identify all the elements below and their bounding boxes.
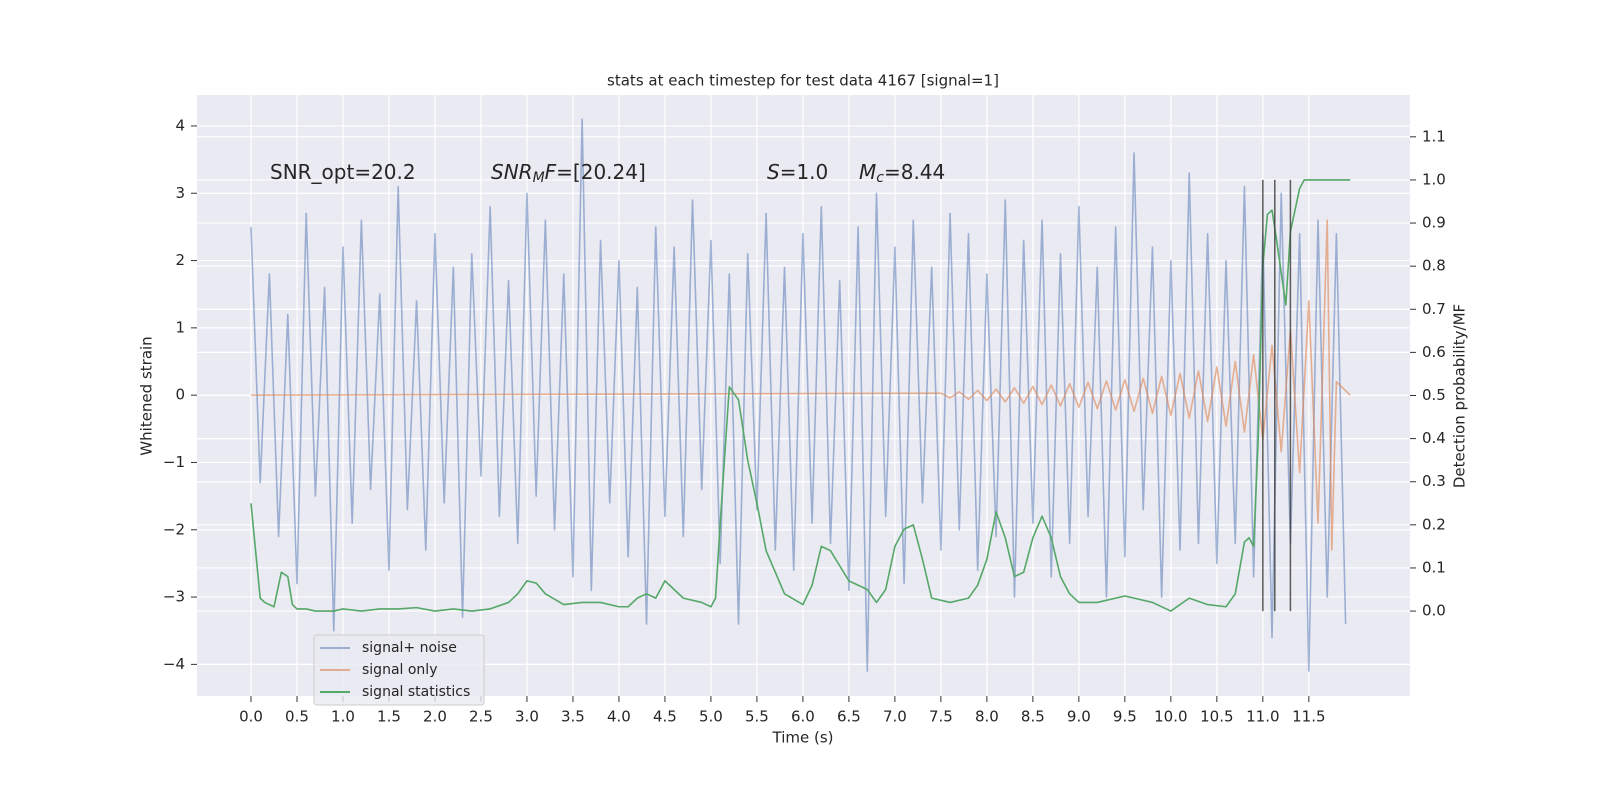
x-tick-label: 6.0 [791,708,815,726]
x-tick-label: 3.0 [515,708,539,726]
x-tick-label: 7.5 [929,708,953,726]
x-tick-label: 9.5 [1113,708,1137,726]
chart-title: stats at each timestep for test data 416… [607,72,999,90]
y-axis-label: Whitened strain [138,336,156,455]
x-tick-label: 0.5 [285,708,309,726]
y-tick-label: 4 [175,116,185,134]
x-tick-label: 4.0 [607,708,631,726]
y-tick-label: −4 [163,655,185,673]
y2-tick-label: 1.1 [1422,127,1446,145]
x-tick-label: 0.0 [239,708,263,726]
annotation-part: S [767,160,780,184]
annotation-part: =[20.24] [556,160,646,184]
x-tick-label: 11.0 [1246,708,1279,726]
x-tick-label: 1.5 [377,708,401,726]
y2-tick-label: 0.7 [1422,300,1446,318]
annotation: SNRMF=[20.24] [491,160,646,187]
annotation: S=1.0 [767,160,828,184]
y-tick-label: 3 [175,184,185,202]
x-tick-label: 10.0 [1154,708,1187,726]
annotation-part: M [859,160,876,184]
legend-label: signal statistics [362,684,470,700]
x-tick-label: 9.0 [1067,708,1091,726]
legend-label: signal+ noise [362,640,457,656]
annotation-part: M [533,170,545,186]
annotation: Mc=8.44 [859,160,945,187]
x-tick-label: 8.0 [975,708,999,726]
x-tick-label: 2.0 [423,708,447,726]
x-tick-label: 8.5 [1021,708,1045,726]
y-tick-label: −3 [163,588,185,606]
y2-tick-label: 0.1 [1422,558,1446,576]
series-line [250,219,1351,551]
y2-tick-label: 0.6 [1422,343,1446,361]
y2-tick-label: 1.0 [1422,170,1446,188]
y2-tick-label: 0.0 [1422,602,1446,620]
x-tick-label: 5.0 [699,708,723,726]
x-tick-label: 11.5 [1292,708,1325,726]
annotation-part: F [545,160,557,184]
x-tick-label: 3.5 [561,708,585,726]
y2-tick-label: 0.9 [1422,214,1446,232]
y2-tick-label: 0.8 [1422,257,1446,275]
x-tick-label: 5.5 [745,708,769,726]
x-tick-label: 6.5 [837,708,861,726]
annotation-part: =8.44 [884,160,945,184]
x-tick-label: 2.5 [469,708,493,726]
x-tick-label: 1.0 [331,708,355,726]
y-tick-label: −1 [163,453,185,471]
y2-tick-label: 0.5 [1422,386,1446,404]
series-line [250,179,1351,612]
x-tick-label: 7.0 [883,708,907,726]
y2-tick-label: 0.4 [1422,429,1446,447]
x-tick-label: 4.5 [653,708,677,726]
y2-tick-label: 0.3 [1422,472,1446,490]
legend-label: signal only [362,662,437,678]
x-axis-label: Time (s) [772,729,834,747]
annotation-part: c [876,170,884,186]
annotation-part: SNR [491,160,533,184]
y-tick-label: 1 [175,318,185,336]
annotation-part: SNR_opt=20.2 [270,160,416,184]
annotation-part: =1.0 [780,160,829,184]
annotation: SNR_opt=20.2 [270,160,416,184]
x-tick-label: 10.5 [1200,708,1233,726]
y2-tick-label: 0.2 [1422,515,1446,533]
series-line [250,118,1347,672]
y2-axis-label: Detection probability/MF [1451,304,1469,488]
y-tick-label: 2 [175,251,185,269]
legend-box [313,634,485,706]
y-tick-label: −2 [163,520,185,538]
y-tick-label: 0 [175,386,185,404]
